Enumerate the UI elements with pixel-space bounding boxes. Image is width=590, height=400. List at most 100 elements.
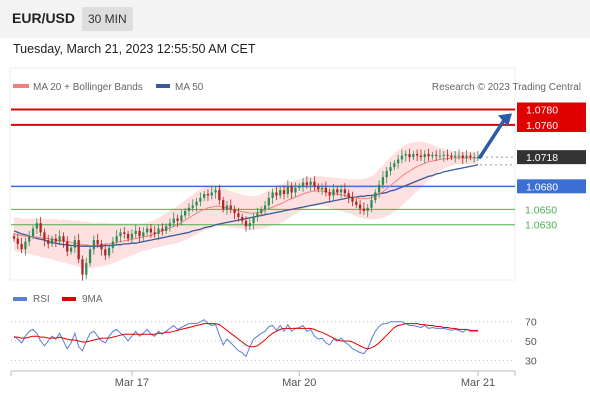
candle-body <box>199 197 202 202</box>
candle <box>12 233 16 242</box>
candle <box>199 192 202 207</box>
candle <box>172 212 175 228</box>
candle <box>393 160 396 171</box>
candle <box>69 244 73 255</box>
candle-body <box>450 155 453 158</box>
ma20-line <box>13 157 478 246</box>
candle <box>81 255 84 281</box>
candle-body <box>145 228 149 233</box>
candle <box>435 150 438 161</box>
candle <box>206 189 210 201</box>
candle <box>377 180 381 198</box>
candle <box>222 197 225 213</box>
candle <box>229 199 232 214</box>
candle-body <box>119 232 122 237</box>
candle-body <box>62 236 65 242</box>
candle-body <box>54 238 57 242</box>
candle-body <box>454 155 457 158</box>
candle <box>54 233 57 247</box>
candle-body <box>355 201 358 205</box>
candle <box>28 230 31 247</box>
candle-body <box>85 263 88 275</box>
candle-body <box>180 215 183 221</box>
candle <box>233 205 236 220</box>
candle-body <box>233 209 236 214</box>
timeframe-badge[interactable]: 30 MIN <box>82 7 133 31</box>
candle-body <box>126 233 130 239</box>
candle-body <box>88 249 92 264</box>
level-labels: 1.0780 1.0760 1.0718 1.0680 1.0650 1.0630 <box>517 102 586 232</box>
candle-body <box>260 209 263 214</box>
candle <box>115 230 118 246</box>
candle-body <box>263 205 267 210</box>
candle-body <box>20 243 23 250</box>
candle <box>241 213 244 224</box>
candle <box>138 227 141 243</box>
candle <box>244 216 248 232</box>
candle-body <box>446 154 449 156</box>
candle <box>275 187 278 201</box>
bollinger-band-fill <box>14 141 478 269</box>
candle <box>381 170 385 189</box>
candle-body <box>157 228 160 234</box>
candle <box>279 187 282 199</box>
candle <box>16 233 19 250</box>
candle-body <box>438 155 442 157</box>
candles <box>12 148 480 281</box>
candle <box>385 167 388 184</box>
instrument-title: EUR/USD <box>12 10 76 26</box>
candle <box>157 224 160 241</box>
candle-body <box>73 240 76 248</box>
candle <box>465 150 468 163</box>
forecast-arrow-head <box>498 113 512 127</box>
candle-body <box>431 154 434 157</box>
candle <box>96 233 99 248</box>
candle <box>130 229 134 244</box>
rsi-tick-label: 30 <box>525 355 537 367</box>
x-tick-label: Mar 21 <box>461 377 495 389</box>
candle <box>85 257 88 280</box>
candle-body <box>229 205 232 210</box>
candle <box>324 181 328 197</box>
candle-body <box>309 181 312 185</box>
candle <box>442 150 445 162</box>
candle <box>119 228 122 243</box>
rsi-panel: 70 50 30 <box>11 317 537 367</box>
candle <box>389 161 392 176</box>
level-label-resistance: 1.0760 <box>526 120 558 132</box>
candle-body <box>343 189 347 194</box>
legend-ma20-label: MA 20 + Bollinger Bands <box>33 82 143 93</box>
candle-body <box>164 226 168 231</box>
level-label-box-current <box>517 150 586 165</box>
level-label-current: 1.0718 <box>526 152 558 164</box>
level-label-support: 1.0680 <box>526 181 558 193</box>
candle-body <box>465 155 468 158</box>
level-label-box-support <box>517 179 586 194</box>
candle <box>370 194 373 213</box>
candle-body <box>381 177 385 185</box>
candle <box>282 185 286 200</box>
candle-body <box>241 217 244 221</box>
candle-body <box>161 228 164 231</box>
candle-body <box>24 241 27 250</box>
candle-body <box>461 155 464 158</box>
candle <box>161 223 164 236</box>
candle-body <box>320 187 324 190</box>
candle-body <box>256 213 259 218</box>
candle-body <box>298 186 301 188</box>
candle <box>305 176 308 189</box>
timestamp: Tuesday, March 21, 2023 12:55:50 AM CET <box>13 42 256 56</box>
candle <box>252 213 255 230</box>
candle-body <box>43 232 46 241</box>
candle <box>263 200 267 215</box>
candle-body <box>267 197 270 206</box>
candle-body <box>210 192 213 196</box>
candle <box>343 183 347 198</box>
candle <box>62 232 65 248</box>
legend-ma50-swatch <box>156 84 170 88</box>
candle-body <box>476 157 480 159</box>
candle-body <box>142 232 145 237</box>
candle <box>77 233 80 264</box>
x-tick-label: Mar 17 <box>115 377 149 389</box>
